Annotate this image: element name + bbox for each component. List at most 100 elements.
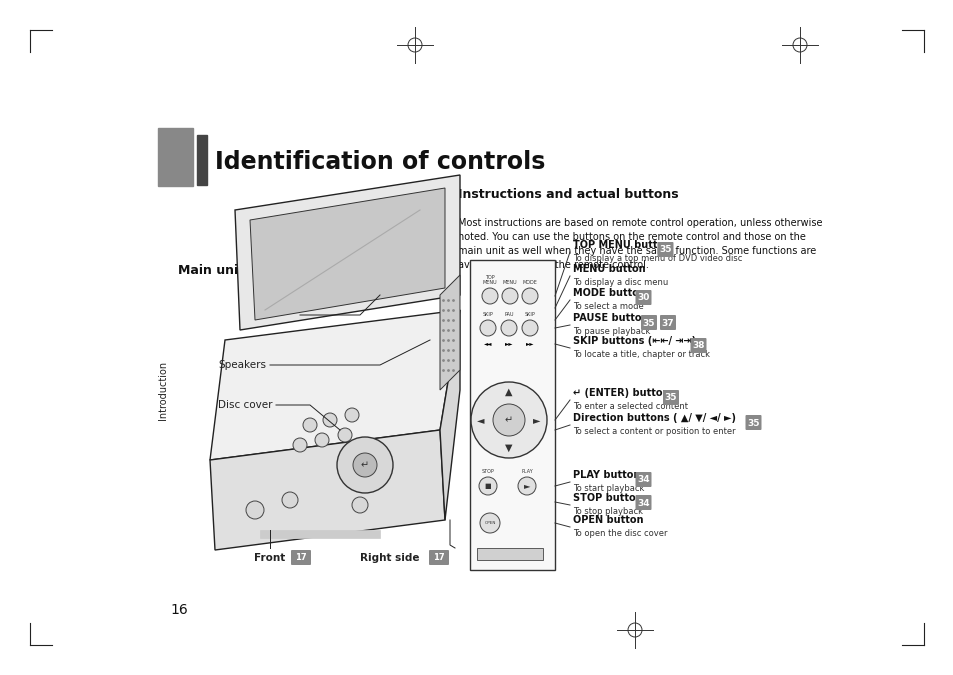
FancyBboxPatch shape (657, 242, 673, 257)
Text: To pause playback: To pause playback (573, 327, 650, 336)
Text: 35: 35 (642, 319, 655, 327)
Text: Direction buttons ( ▲/ ▼/ ◄/ ►): Direction buttons ( ▲/ ▼/ ◄/ ►) (573, 413, 735, 423)
Circle shape (479, 320, 496, 336)
Text: ◄◄: ◄◄ (483, 342, 492, 346)
Text: 37: 37 (661, 319, 674, 327)
Text: Instructions and actual buttons: Instructions and actual buttons (457, 188, 678, 202)
Text: SKIP: SKIP (482, 312, 493, 317)
Circle shape (303, 418, 316, 432)
Circle shape (282, 492, 297, 508)
Text: Identification of controls: Identification of controls (214, 150, 545, 174)
Text: ▼: ▼ (505, 443, 512, 453)
Bar (470, 260, 555, 570)
Circle shape (500, 320, 517, 336)
Text: Most instructions are based on remote control operation, unless otherwise
noted.: Most instructions are based on remote co… (457, 218, 821, 270)
Text: 35: 35 (746, 418, 759, 427)
Text: 38: 38 (692, 342, 704, 350)
Text: Main unit: Main unit (178, 263, 244, 277)
Circle shape (345, 408, 358, 422)
Polygon shape (234, 175, 459, 330)
Bar (158, 128, 193, 186)
Circle shape (293, 438, 307, 452)
Circle shape (501, 288, 517, 304)
Text: To display a disc menu: To display a disc menu (573, 278, 667, 287)
Circle shape (521, 320, 537, 336)
FancyBboxPatch shape (744, 415, 760, 430)
FancyBboxPatch shape (635, 290, 651, 305)
Text: 34: 34 (637, 475, 649, 485)
Text: To open the disc cover: To open the disc cover (573, 529, 667, 538)
Text: To stop playback: To stop playback (573, 507, 642, 516)
Circle shape (352, 497, 368, 513)
Text: ▲: ▲ (505, 387, 512, 397)
Text: ►►: ►► (525, 342, 534, 346)
Text: MODE button: MODE button (573, 288, 645, 298)
Text: for details.: for details. (385, 265, 440, 275)
Text: Front: Front (253, 553, 285, 563)
Text: To enter a selected content: To enter a selected content (573, 402, 687, 411)
FancyBboxPatch shape (635, 472, 651, 487)
Text: MENU button: MENU button (573, 264, 645, 274)
Text: TOP
MENU: TOP MENU (482, 275, 497, 285)
Text: 34: 34 (637, 499, 649, 508)
Text: PAUSE button: PAUSE button (573, 313, 648, 323)
Text: See page in: See page in (288, 265, 349, 275)
Text: MENU: MENU (502, 280, 517, 285)
Circle shape (323, 413, 336, 427)
Polygon shape (439, 275, 459, 390)
Bar (196, 135, 207, 185)
Text: 17: 17 (433, 554, 444, 562)
Circle shape (353, 453, 376, 477)
Text: ►►: ►► (504, 342, 513, 346)
Text: STOP: STOP (481, 469, 494, 474)
Polygon shape (250, 188, 444, 320)
Text: LCD
monitor: LCD monitor (260, 292, 301, 315)
Circle shape (336, 437, 393, 493)
Circle shape (314, 433, 329, 447)
FancyBboxPatch shape (640, 315, 657, 330)
Text: To display a top menu of DVD video disc: To display a top menu of DVD video disc (573, 254, 741, 263)
Text: PLAY button: PLAY button (573, 470, 639, 480)
Bar (260, 530, 379, 538)
Text: ►: ► (533, 415, 540, 425)
FancyBboxPatch shape (635, 495, 651, 510)
Bar (476, 548, 542, 560)
Text: ↵ (ENTER) button: ↵ (ENTER) button (573, 388, 669, 398)
FancyBboxPatch shape (662, 390, 679, 405)
Text: ◄: ◄ (476, 415, 484, 425)
Text: 35: 35 (664, 394, 677, 402)
Text: PAU: PAU (504, 312, 514, 317)
Text: ►: ► (523, 481, 530, 491)
Text: OPEN: OPEN (484, 521, 496, 525)
Text: SKIP: SKIP (524, 312, 535, 317)
Text: To select a content or position to enter: To select a content or position to enter (573, 427, 735, 436)
Text: STOP button: STOP button (573, 493, 642, 503)
Polygon shape (210, 310, 459, 460)
Text: ■: ■ (484, 483, 491, 489)
Text: TOP MENU button: TOP MENU button (573, 240, 670, 250)
Circle shape (493, 404, 524, 436)
Circle shape (471, 382, 546, 458)
FancyBboxPatch shape (690, 338, 706, 353)
Text: PLAY: PLAY (520, 469, 533, 474)
Polygon shape (210, 430, 444, 550)
Text: MODE: MODE (522, 280, 537, 285)
FancyBboxPatch shape (429, 550, 449, 565)
Text: 35: 35 (659, 246, 671, 254)
Circle shape (479, 513, 499, 533)
Text: To start playback: To start playback (573, 484, 643, 493)
Text: Right side: Right side (359, 553, 419, 563)
Text: 16: 16 (170, 603, 188, 617)
Text: To locate a title, chapter or track: To locate a title, chapter or track (573, 350, 709, 359)
Bar (361, 262, 381, 276)
Text: ↵: ↵ (504, 415, 513, 425)
Circle shape (246, 501, 264, 519)
Text: SKIP buttons (⇤⇤/ ⇥⇥): SKIP buttons (⇤⇤/ ⇥⇥) (573, 336, 696, 346)
Text: Introduction: Introduction (158, 360, 168, 420)
Text: OPEN button: OPEN button (573, 515, 643, 525)
Circle shape (337, 428, 352, 442)
Text: ↵: ↵ (360, 460, 369, 470)
Polygon shape (439, 310, 459, 520)
Text: 17: 17 (294, 554, 307, 562)
Circle shape (481, 288, 497, 304)
